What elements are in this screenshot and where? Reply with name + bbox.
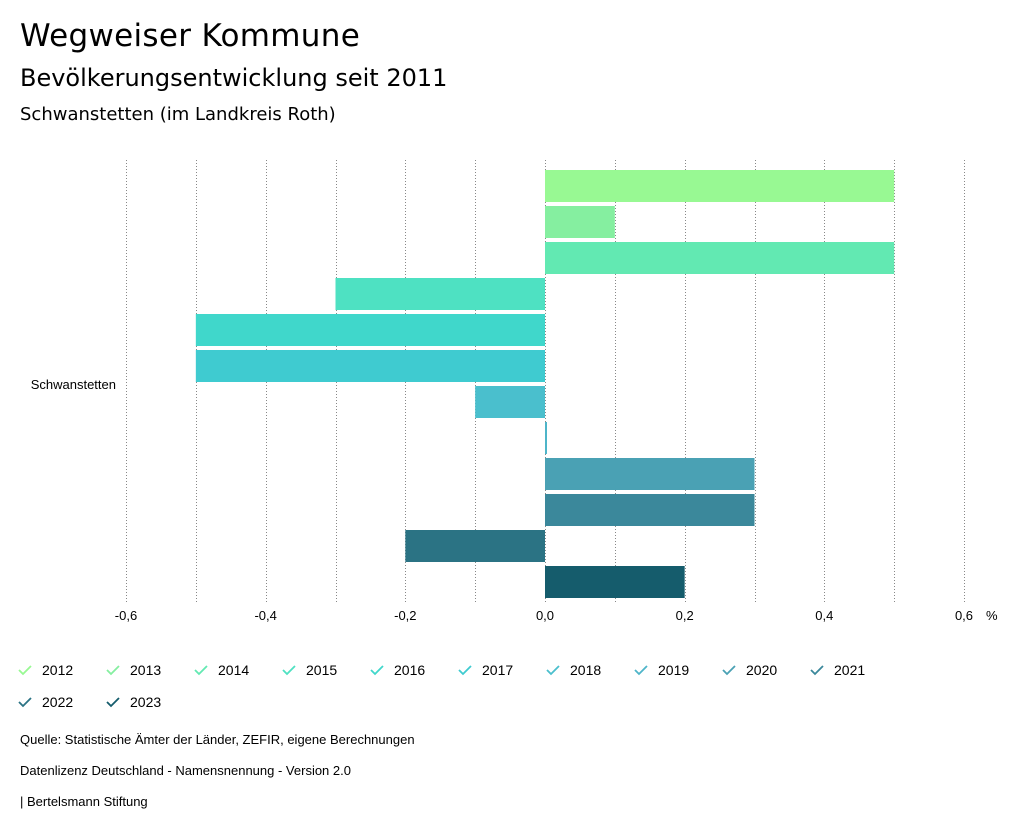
legend-item-2013[interactable]: 2013 xyxy=(106,656,161,684)
x-tick-label: -0,6 xyxy=(115,608,137,623)
legend-label: 2013 xyxy=(130,662,162,678)
checkmark-icon xyxy=(194,665,208,676)
checkmark-icon xyxy=(810,665,824,676)
legend-item-2012[interactable]: 2012 xyxy=(18,656,73,684)
legend-item-2015[interactable]: 2015 xyxy=(282,656,337,684)
legend-item-2019[interactable]: 2019 xyxy=(634,656,689,684)
checkmark-icon xyxy=(458,665,472,676)
bar-2015 xyxy=(335,278,545,310)
checkmark-icon xyxy=(106,665,120,676)
bar-2018 xyxy=(475,386,545,418)
bar-2023 xyxy=(545,566,685,598)
category-label: Schwanstetten xyxy=(31,377,116,392)
checkmark-icon xyxy=(546,665,560,676)
legend-item-2020[interactable]: 2020 xyxy=(722,656,777,684)
checkmark-icon xyxy=(282,665,296,676)
checkmark-icon xyxy=(18,665,32,676)
x-tick-label: 0,6 xyxy=(955,608,973,623)
legend-label: 2015 xyxy=(306,662,338,678)
bar-2017 xyxy=(195,350,546,382)
bar-chart: Schwanstetten -0,6 -0,4 -0,2 0,0 0,2 0,4 0,6% xyxy=(31,160,998,623)
x-tick-label: 0,2 xyxy=(676,608,694,623)
legend-label: 2021 xyxy=(834,662,866,678)
bar-2014 xyxy=(545,242,895,274)
legend-item-2022[interactable]: 2022 xyxy=(18,688,73,716)
legend-label: 2014 xyxy=(218,662,250,678)
publisher-note: | Bertelsmann Stiftung xyxy=(20,794,148,809)
x-tick-label: 0,0 xyxy=(536,608,554,623)
legend-label: 2017 xyxy=(482,662,514,678)
checkmark-icon xyxy=(722,665,736,676)
legend-label: 2018 xyxy=(570,662,602,678)
checkmark-icon xyxy=(106,697,120,708)
bar-2019 xyxy=(545,422,547,454)
legend-item-2017[interactable]: 2017 xyxy=(458,656,513,684)
chart-subtitle: Bevölkerungsentwicklung seit 2011 xyxy=(20,64,448,92)
bar-2021 xyxy=(545,494,755,526)
x-tick-label: -0,2 xyxy=(394,608,416,623)
legend-label: 2023 xyxy=(130,694,162,710)
legend-label: 2020 xyxy=(746,662,778,678)
legend-item-2016[interactable]: 2016 xyxy=(370,656,425,684)
checkmark-icon xyxy=(370,665,384,676)
legend-label: 2022 xyxy=(42,694,74,710)
x-axis-unit: % xyxy=(986,608,998,623)
legend-label: 2019 xyxy=(658,662,690,678)
bar-2016 xyxy=(195,314,546,346)
legend-item-2023[interactable]: 2023 xyxy=(106,688,161,716)
region-label: Schwanstetten (im Landkreis Roth) xyxy=(20,104,336,125)
bar-2013 xyxy=(545,206,615,238)
bar-2012 xyxy=(545,170,895,202)
legend-item-2021[interactable]: 2021 xyxy=(810,656,865,684)
checkmark-icon xyxy=(18,697,32,708)
x-tick-label: 0,4 xyxy=(815,608,833,623)
source-note: Quelle: Statistische Ämter der Länder, Z… xyxy=(20,732,415,747)
bar-2022 xyxy=(405,530,545,562)
legend-label: 2012 xyxy=(42,662,74,678)
license-note: Datenlizenz Deutschland - Namensnennung … xyxy=(20,763,351,778)
legend-label: 2016 xyxy=(394,662,426,678)
x-tick-label: -0,4 xyxy=(254,608,276,623)
legend-item-2018[interactable]: 2018 xyxy=(546,656,601,684)
checkmark-icon xyxy=(634,665,648,676)
legend-item-2014[interactable]: 2014 xyxy=(194,656,249,684)
bar-2020 xyxy=(545,458,755,490)
page-title: Wegweiser Kommune xyxy=(20,18,361,54)
